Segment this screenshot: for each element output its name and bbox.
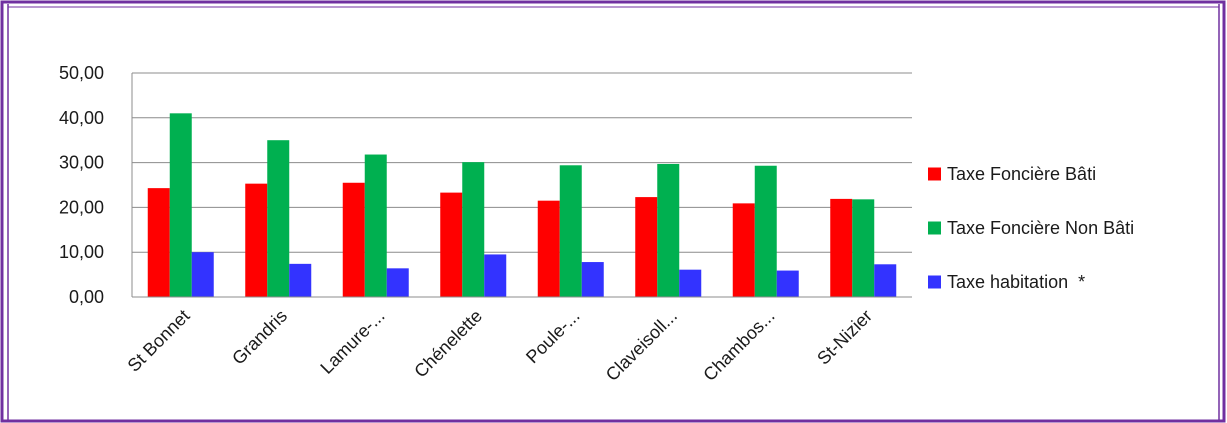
- bar: [440, 192, 463, 297]
- x-category-label: Claveisoll...: [602, 306, 681, 385]
- y-tick-label: 30,00: [59, 153, 104, 173]
- bar: [169, 113, 192, 297]
- legend-swatch: [928, 275, 941, 289]
- legend-label: Taxe habitation *: [947, 272, 1085, 292]
- bar: [581, 262, 604, 297]
- bar: [537, 200, 560, 297]
- bar: [147, 188, 170, 297]
- bar: [267, 140, 290, 297]
- bar: [635, 197, 658, 297]
- legend-label: Taxe Foncière Non Bâti: [947, 218, 1134, 238]
- x-axis-category-labels: St Bonnet Grandris Lamure-... Chénelette Pou…: [124, 306, 877, 385]
- x-category-label: Chénelette: [410, 306, 486, 382]
- bar: [732, 203, 755, 297]
- bar: [776, 270, 799, 297]
- bar: [191, 252, 214, 297]
- bars: [147, 113, 897, 297]
- x-category-label: St-Nizier: [813, 306, 876, 369]
- bar: [386, 268, 409, 297]
- bar: [364, 154, 387, 297]
- bar: [462, 162, 485, 297]
- bar: [289, 263, 312, 297]
- x-category-label: Chambos...: [699, 306, 778, 385]
- legend-swatch: [928, 221, 941, 235]
- x-category-label: St Bonnet: [124, 306, 194, 376]
- bar: [484, 254, 507, 297]
- y-tick-label: 20,00: [59, 197, 104, 217]
- y-tick-label: 50,00: [59, 63, 104, 83]
- bar: [679, 269, 702, 297]
- legend-label: Taxe Foncière Bâti: [947, 164, 1096, 184]
- y-axis-tick-labels: 0,00 10,00 20,00 30,00 40,00 50,00: [59, 63, 104, 307]
- x-category-label: Lamure-...: [316, 306, 388, 378]
- y-tick-label: 40,00: [59, 108, 104, 128]
- bar: [754, 165, 777, 297]
- legend-swatch: [928, 167, 941, 181]
- bar: [245, 183, 268, 297]
- legend: Taxe Foncière Bâti Taxe Foncière Non Bâti…: [928, 164, 1134, 292]
- bar: [852, 199, 875, 297]
- bar: [342, 182, 365, 297]
- bar: [559, 165, 582, 297]
- bar: [874, 264, 897, 297]
- x-category-label: Grandris: [228, 306, 291, 369]
- y-tick-label: 0,00: [69, 287, 104, 307]
- bar: [657, 163, 680, 297]
- y-tick-label: 10,00: [59, 242, 104, 262]
- bar: [830, 198, 853, 297]
- x-category-label: Poule-...: [522, 306, 584, 368]
